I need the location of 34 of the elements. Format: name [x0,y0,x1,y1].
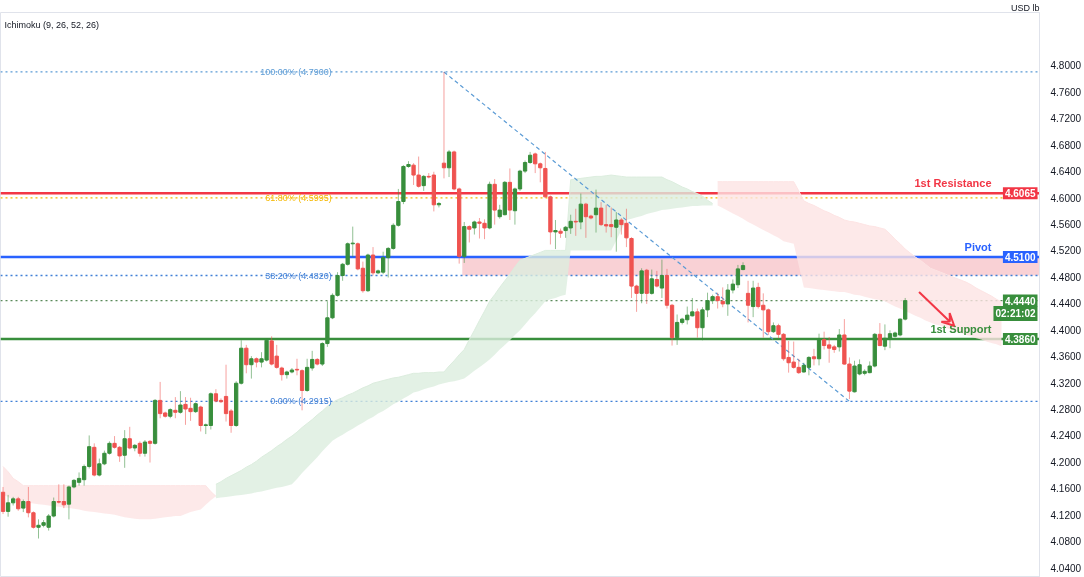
annotation: 4.3860 [1004,333,1036,345]
y-tick-label: 4.2800 [1050,403,1082,415]
annotation: 4.5100 [1004,252,1036,263]
y-tick-label: 4.4400 [1050,298,1082,310]
y-tick-label: 4.5200 [1050,245,1082,257]
y-tick-label: 4.2000 [1050,456,1082,468]
ref-line-label: 61.80% (4.5995) [265,192,332,203]
y-tick-label: 4.4800 [1050,271,1082,283]
y-tick-label: 4.5600 [1050,218,1082,230]
y-tick-label: 4.0800 [1050,536,1082,548]
y-tick-label: 4.7600 [1050,86,1082,98]
ref-line-label: 100.00% (4.7900) [260,66,332,77]
ref-line-label: 0.00% (4.2915) [270,396,332,407]
ref-line-label: 1st Support [930,322,992,335]
y-tick-label: 4.4000 [1050,324,1082,336]
text: Ichimoku (9, 26, 52, 26) [4,19,100,30]
y-axis-title: USD lb [1010,2,1040,13]
y-tick-label: 4.1600 [1050,483,1082,495]
y-tick-label: 4.0400 [1050,562,1082,574]
y-tick-label: 4.6000 [1050,192,1082,204]
ref-line-label: Pivot [964,241,992,253]
y-tick-label: 4.8000 [1050,60,1082,72]
annotation: 4.6065 [1004,188,1036,200]
annotation: 4.4440 [1004,295,1036,307]
y-tick-label: 4.7200 [1050,113,1082,125]
y-tick-label: 4.3200 [1050,377,1082,389]
ref-line-label: 38.20% (4.4820) [265,270,332,281]
annotation: 02:21:02 [995,308,1036,320]
y-tick-label: 4.2400 [1050,430,1082,442]
y-tick-label: 4.3600 [1050,351,1082,363]
y-tick-label: 4.1200 [1050,509,1082,521]
y-tick-label: 4.6400 [1050,166,1082,178]
ref-line-label: 1st Resistance [914,177,992,190]
y-tick-label: 4.6800 [1050,139,1082,151]
